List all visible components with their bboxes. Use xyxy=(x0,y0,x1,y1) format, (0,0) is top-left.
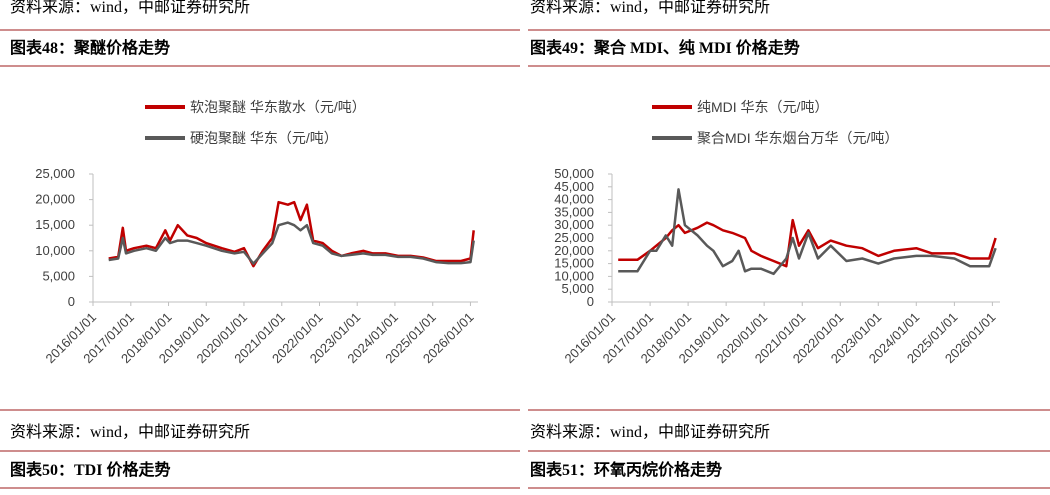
figure-header: 图表50：TDI 价格走势 xyxy=(10,460,170,479)
y-tick-label: 35,000 xyxy=(554,204,594,219)
legend-label: 软泡聚醚 华东散水（元/吨） xyxy=(190,99,366,115)
figure-header: 图表48：聚醚价格走势 xyxy=(10,38,170,57)
y-tick-label: 10,000 xyxy=(554,268,594,283)
y-tick-label: 50,000 xyxy=(554,166,594,181)
legend-label: 纯MDI 华东（元/吨） xyxy=(697,99,828,115)
y-tick-label: 10,000 xyxy=(35,243,75,258)
y-tick-label: 30,000 xyxy=(554,217,594,232)
y-tick-label: 0 xyxy=(68,294,75,309)
series-line xyxy=(108,200,475,268)
y-tick-label: 15,000 xyxy=(554,256,594,271)
y-tick-label: 0 xyxy=(587,294,594,309)
legend-label: 硬泡聚醚 华东（元/吨） xyxy=(190,130,338,146)
y-tick-label: 25,000 xyxy=(554,230,594,245)
legend-label: 聚合MDI 华东烟台万华（元/吨） xyxy=(697,130,898,146)
top-source: 资料来源：wind，中邮证券研究所 xyxy=(10,0,250,16)
y-tick-label: 5,000 xyxy=(42,268,75,283)
y-tick-label: 20,000 xyxy=(35,192,75,207)
y-tick-label: 40,000 xyxy=(554,192,594,207)
y-tick-label: 15,000 xyxy=(35,217,75,232)
source: 资料来源：wind，中邮证券研究所 xyxy=(10,423,250,441)
y-tick-label: 20,000 xyxy=(554,243,594,258)
source: 资料来源：wind，中邮证券研究所 xyxy=(530,423,770,441)
series-line xyxy=(108,221,475,265)
figure-header: 图表51：环氧丙烷价格走势 xyxy=(530,460,722,479)
y-tick-label: 5,000 xyxy=(561,281,594,296)
series-line xyxy=(618,188,997,276)
y-tick-label: 25,000 xyxy=(35,166,75,181)
y-tick-label: 45,000 xyxy=(554,179,594,194)
figure-header: 图表49：聚合 MDI、纯 MDI 价格走势 xyxy=(530,38,800,57)
top-source: 资料来源：wind，中邮证券研究所 xyxy=(530,0,770,16)
